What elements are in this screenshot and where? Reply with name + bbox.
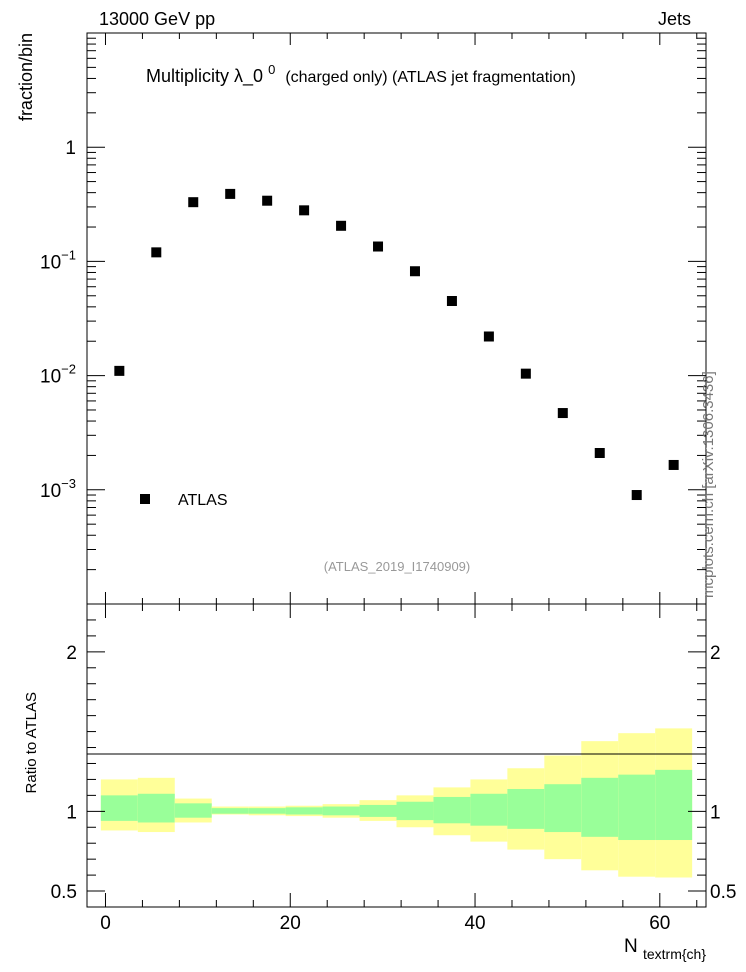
x-tick-labels: 0 20 40 60 [100,913,670,934]
atlas-data-points [114,188,679,501]
ratio-band-inner [544,784,582,833]
ratio-panel: 0.5 0.5 1 1 2 2 0 20 40 60 Ratio to ATLAS N text… [23,603,737,962]
ratio-y-axis-label: Ratio to ATLAS [23,692,40,793]
data-point [336,220,347,231]
main-y-axis-label: fraction/bin [16,33,36,121]
main-y-tick-label: 1 [65,138,76,159]
ratio-y-tick-label-left: 2 [66,643,77,664]
chart-title: Multiplicity λ_0 0 (charged only) (ATLAS… [146,58,576,87]
ratio-band-inner [211,808,249,814]
header-left-label: 13000 GeV pp [99,9,215,29]
data-point [151,247,162,258]
data-point [557,408,568,419]
ratio-band-inner [581,777,619,837]
x-axis-label-main: N [624,936,638,957]
data-point [483,331,494,342]
ratio-band-inner [433,796,471,824]
ratio-band-inner [507,788,545,829]
main-y-tick-labels: 110−110−210−3 [40,138,76,502]
ratio-band-inner [137,793,175,823]
data-point [225,188,236,199]
ratio-y-tick-labels: 0.5 0.5 1 1 2 2 [51,643,737,903]
x-axis-label: N textrm{ch} [624,936,706,962]
ratio-y-tick-label-right: 1 [710,802,721,823]
tick-label-base: 10 [40,367,61,388]
legend-marker [140,494,150,504]
x-tick-label: 60 [649,913,670,934]
tick-label-base: 1 [65,138,76,159]
x-axis-label-subscript: textrm{ch} [643,946,706,962]
x-tick-label: 20 [280,913,301,934]
chart-title-superscript: 0 [268,62,275,77]
data-point [373,241,384,252]
data-point [668,459,679,470]
data-point [446,296,457,307]
main-y-tick-label: 10−3 [40,476,76,502]
ratio-band-inner [174,803,212,818]
ratio-y-tick-label-right: 0.5 [710,882,736,903]
tick-label-base: 10 [40,252,61,273]
data-point [520,368,531,379]
ratio-band-inner [359,804,397,817]
reference-tag: (ATLAS_2019_I1740909) [324,559,470,574]
main-axis-ticks [87,33,706,605]
ratio-uncertainty-bands [100,728,693,878]
data-point [188,197,199,208]
ratio-plot-frame [86,603,707,908]
tick-label-base: 10 [40,481,61,502]
tick-label-exponent: −3 [61,476,76,491]
data-point [594,448,605,459]
tick-label-exponent: −1 [61,247,76,262]
main-y-tick-label: 10−1 [40,247,76,273]
side-note: mcplots.cern.ch [arXiv:1306.3436] [700,371,717,598]
ratio-y-tick-label-left: 0.5 [51,882,77,903]
ratio-axis-ticks [87,603,706,908]
data-point [409,266,420,277]
header-right-label: Jets [658,9,691,29]
ratio-band-inner [655,769,693,841]
data-point [262,195,273,206]
ratio-y-tick-label-right: 2 [710,643,721,664]
data-point [631,490,642,501]
ratio-y-tick-label-left: 1 [66,802,77,823]
main-plot-frame [86,32,707,605]
data-point [299,205,310,216]
ratio-band-inner [248,808,286,814]
tick-label-exponent: −2 [61,362,76,377]
x-tick-label: 0 [100,913,111,934]
ratio-band-inner [285,807,323,815]
data-point [114,365,125,376]
ratio-band-inner [396,801,434,821]
ratio-band-inner [618,774,656,841]
x-tick-label: 40 [464,913,485,934]
main-panel: 110−110−210−3 fraction/bin Multiplicity … [16,32,707,605]
legend-label: ATLAS [178,492,228,509]
ratio-band-inner [100,795,138,821]
ratio-band-inner [322,806,360,816]
main-y-tick-label: 10−2 [40,362,76,388]
chart-title-rest: (charged only) (ATLAS jet fragmentation) [285,69,576,86]
ratio-band-inner [470,793,508,826]
chart-title-main: Multiplicity λ_0 [146,66,263,87]
